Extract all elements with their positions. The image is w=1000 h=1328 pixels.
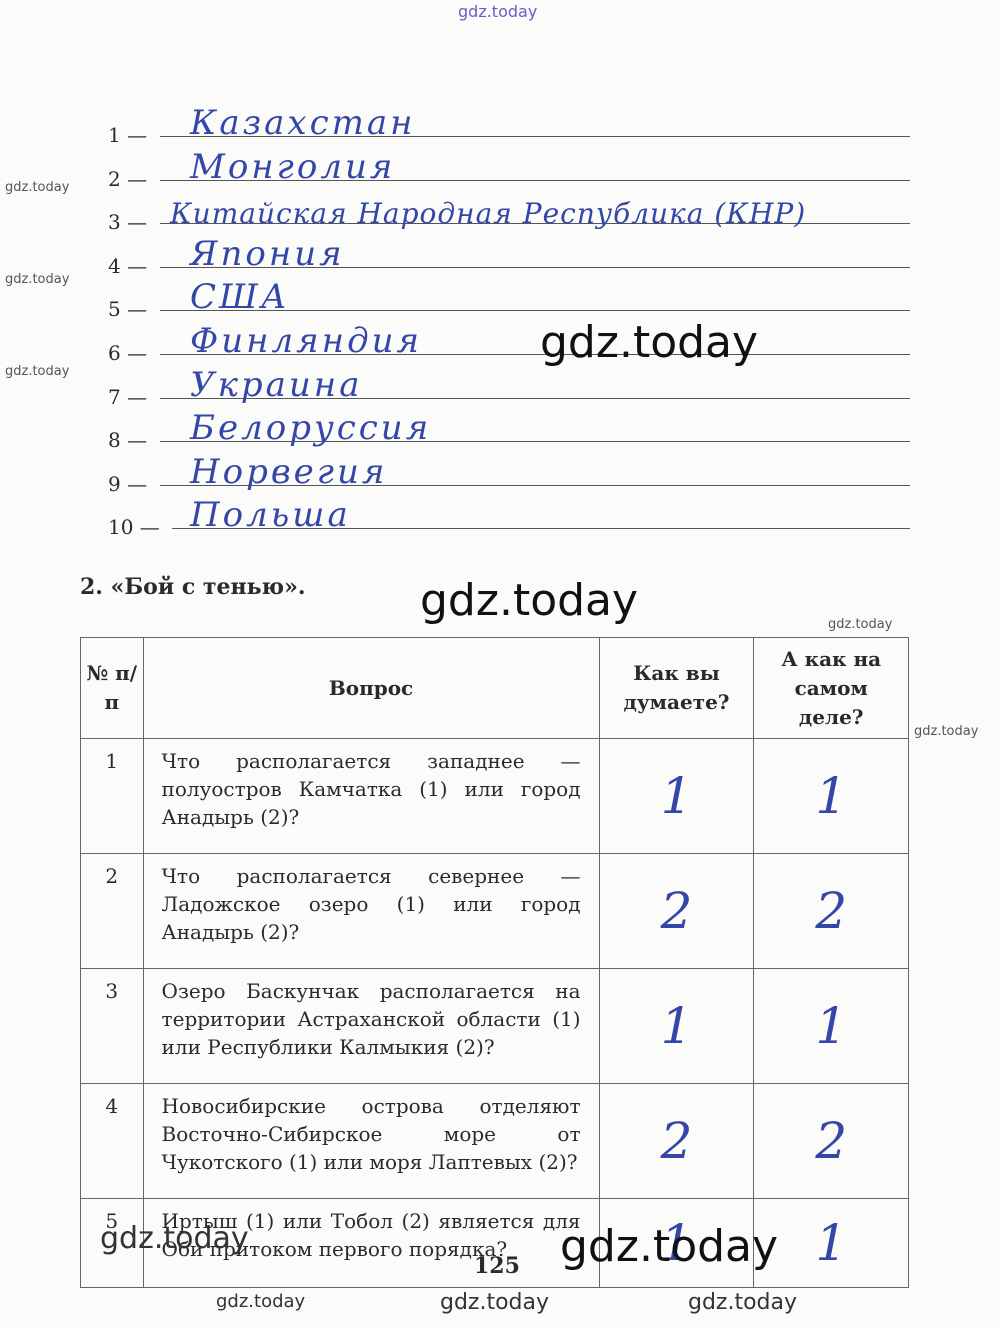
handwritten-answer: Норвегия bbox=[190, 451, 388, 492]
answer-line bbox=[160, 223, 910, 225]
answer-number: 10 — bbox=[108, 515, 160, 540]
handwritten-answer: США bbox=[190, 277, 290, 318]
answer-row: 1 — Казахстан bbox=[100, 97, 910, 147]
question-text: Иртыш (1) или Тобол (2) является для Оби… bbox=[142, 1198, 600, 1288]
row-number: 1 bbox=[80, 738, 144, 854]
guess-answer: 2 bbox=[598, 1083, 755, 1199]
row-number: 3 bbox=[80, 968, 144, 1084]
answer-number: 1 — bbox=[108, 123, 148, 147]
watermark: gdz.today bbox=[914, 724, 979, 739]
answer-row: 8 — Белоруссия bbox=[100, 402, 910, 452]
table-row: 5 Иртыш (1) или Тобол (2) является для О… bbox=[80, 1198, 909, 1288]
watermark: gdz.today bbox=[440, 1290, 550, 1315]
table-row: 3 Озеро Баскунчак располагается на терри… bbox=[80, 968, 909, 1084]
handwritten-answer: Финляндия bbox=[190, 321, 423, 361]
answer-line bbox=[160, 441, 910, 443]
shadow-boxing-table: № п/п Вопрос Как вы думаете? А как на са… bbox=[80, 637, 909, 1288]
watermark: gdz.today bbox=[420, 575, 639, 626]
answer-number: 2 — bbox=[108, 166, 148, 191]
question-text: Новосибирские острова отделяют Восточно-… bbox=[142, 1083, 600, 1199]
answer-number: 4 — bbox=[108, 253, 148, 278]
question-text: Что располагается севернее — Ладожское о… bbox=[142, 853, 600, 969]
actual-answer: 1 bbox=[753, 1198, 909, 1288]
answer-number: 9 — bbox=[108, 471, 148, 496]
answer-line bbox=[172, 528, 910, 530]
row-number: 5 bbox=[80, 1198, 144, 1288]
answer-row: 7 — Украина bbox=[100, 359, 910, 409]
watermark: gdz.today bbox=[5, 180, 70, 195]
answer-row: 9 — Норвегия bbox=[100, 446, 910, 496]
handwritten-answer: Китайская Народная Республика (КНР) bbox=[170, 197, 807, 231]
handwritten-answer: Япония bbox=[190, 233, 345, 274]
answer-row: 5 — США bbox=[100, 271, 910, 321]
table-header: № п/п Вопрос Как вы думаете? А как на са… bbox=[80, 637, 909, 739]
question-text: Озеро Баскунчак располагается на террито… bbox=[142, 968, 600, 1084]
actual-answer: 2 bbox=[753, 853, 909, 969]
handwritten-answer: Украина bbox=[190, 364, 363, 405]
answer-number: 6 — bbox=[108, 341, 148, 365]
row-number: 4 bbox=[80, 1083, 144, 1199]
guess-answer: 2 bbox=[598, 853, 755, 969]
header-number: № п/п bbox=[80, 637, 144, 739]
answer-row: 4 — Япония bbox=[100, 228, 910, 278]
table-row: 1 Что располагается западнее — полуостро… bbox=[80, 738, 909, 854]
watermark: gdz.today bbox=[540, 317, 759, 368]
answer-row: 6 — Финляндия bbox=[100, 315, 910, 365]
watermark: gdz.today bbox=[688, 1290, 798, 1315]
table-row: 2 Что располагается севернее — Ладожское… bbox=[80, 853, 909, 969]
answer-line bbox=[160, 397, 910, 399]
header-actual: А как на самом деле? bbox=[753, 637, 909, 739]
page-number: 125 bbox=[474, 1253, 520, 1279]
answer-line bbox=[160, 266, 910, 268]
task-title: 2. «Бой с тенью». bbox=[80, 574, 306, 600]
answer-line bbox=[160, 484, 910, 486]
answer-line bbox=[160, 354, 910, 355]
watermark: gdz.today bbox=[560, 1221, 779, 1272]
answer-row: 3 — Китайская Народная Республика (КНР) bbox=[100, 184, 910, 234]
answer-line bbox=[160, 179, 910, 181]
handwritten-answer: Польша bbox=[190, 495, 351, 536]
header-guess: Как вы думаете? bbox=[598, 637, 755, 739]
answer-number: 3 — bbox=[108, 210, 148, 235]
answer-row: 2 — Монголия bbox=[100, 141, 910, 191]
answer-line bbox=[160, 136, 910, 137]
question-text: Что располагается западнее — полуостров … bbox=[142, 738, 600, 854]
handwritten-answer: Казахстан bbox=[190, 103, 416, 143]
guess-answer: 1 bbox=[598, 968, 755, 1084]
answer-number: 5 — bbox=[108, 297, 148, 322]
row-number: 2 bbox=[80, 853, 144, 969]
actual-answer: 1 bbox=[753, 968, 909, 1084]
header-question: Вопрос bbox=[142, 637, 600, 739]
answer-row: 10 — Польша bbox=[100, 489, 910, 539]
answer-number: 8 — bbox=[108, 428, 148, 453]
answer-number: 7 — bbox=[108, 384, 148, 409]
guess-answer: 1 bbox=[598, 1198, 755, 1288]
actual-answer: 2 bbox=[753, 1083, 909, 1199]
answer-line bbox=[160, 310, 910, 312]
watermark: gdz.today bbox=[5, 364, 70, 379]
watermark: gdz.today bbox=[216, 1291, 306, 1312]
table-row: 4 Новосибирские острова отделяют Восточн… bbox=[80, 1083, 909, 1199]
watermark: gdz.today bbox=[5, 272, 70, 287]
watermark: gdz.today bbox=[828, 617, 893, 632]
watermark: gdz.today bbox=[100, 1221, 249, 1256]
guess-answer: 1 bbox=[598, 738, 755, 854]
handwritten-answer: Белоруссия bbox=[190, 408, 432, 449]
handwritten-answer: Монголия bbox=[190, 146, 396, 187]
watermark: gdz.today bbox=[458, 2, 538, 21]
actual-answer: 1 bbox=[753, 738, 909, 854]
